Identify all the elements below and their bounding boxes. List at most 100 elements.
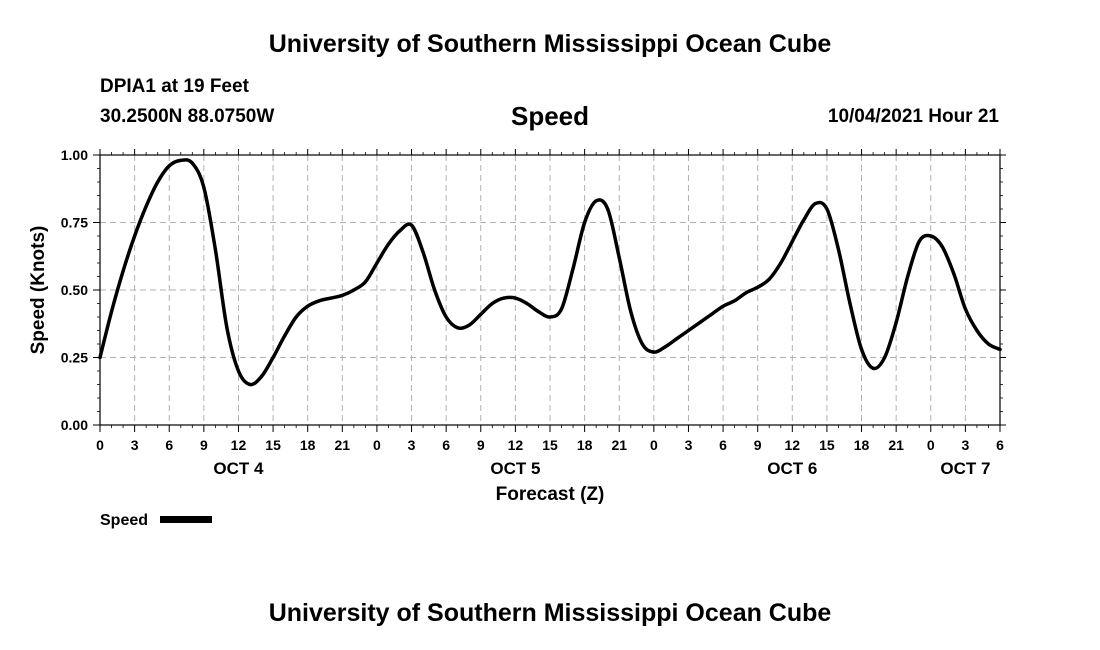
speed-data-point (248, 382, 252, 387)
x-tick-label: 21 (611, 437, 627, 453)
speed-data-point (952, 272, 956, 276)
x-tick-label: 3 (131, 437, 139, 453)
speed-data-point (813, 202, 817, 206)
location-label: 30.2500N 88.0750W (100, 106, 275, 127)
speed-data-point (721, 304, 725, 308)
speed-data-point (225, 326, 229, 330)
x-tick-label: 0 (927, 437, 935, 453)
speed-data-point (686, 328, 691, 333)
legend: Speed (100, 512, 212, 529)
speed-data-point (975, 328, 979, 333)
speed-data-point (386, 242, 391, 246)
speed-data-point (675, 337, 679, 341)
x-tick-label: 0 (650, 437, 658, 453)
x-tick-label: 15 (819, 437, 835, 453)
speed-data-point (571, 266, 575, 270)
speed-data-point (767, 277, 771, 281)
day-label: OCT 4 (213, 459, 264, 478)
speed-data-point (121, 269, 125, 273)
x-tick-label: 3 (961, 437, 969, 453)
x-tick-label: 3 (685, 437, 693, 453)
x-tick-label: 0 (96, 437, 104, 453)
speed-data-point (548, 315, 552, 319)
legend-swatch (160, 516, 212, 523)
speed-data-point (329, 296, 333, 300)
speed-data-point (363, 280, 367, 284)
speed-data-point (352, 288, 356, 292)
speed-data-point (536, 310, 541, 314)
speed-data-point (594, 199, 598, 203)
speed-data-point (294, 315, 298, 319)
speed-data-point (490, 301, 494, 306)
speed-data-point (629, 310, 633, 314)
speed-data-point (709, 312, 714, 316)
speed-data-point (652, 350, 656, 354)
speed-data-point (663, 345, 667, 349)
speed-data-point (606, 207, 610, 211)
speed-data-point (698, 320, 702, 324)
speed-data-point (802, 218, 806, 222)
speed-data-point (883, 355, 887, 360)
plot-title: Speed (510, 101, 590, 131)
y-tick-label: 0.50 (61, 282, 88, 298)
speed-data-point (790, 239, 794, 243)
speed-data-point (733, 299, 737, 303)
speed-data-point (213, 247, 217, 252)
x-tick-label: 6 (719, 437, 727, 453)
speed-data-point (398, 229, 402, 233)
speed-data-point (190, 161, 194, 165)
axis-labels: 0 3 6 9 12 15 18 21 0 3 6 9 12 15 18 21 0 3 6 9 12 15 18 21 0 3 6 0… (28, 147, 1004, 505)
speed-data-point (744, 291, 748, 295)
speed-data-point (179, 158, 183, 162)
speed-data-point (467, 323, 471, 327)
x-tick-label: 18 (854, 437, 870, 453)
speed-data-point (559, 307, 564, 311)
y-axis-title: Speed (Knots) (28, 226, 49, 355)
y-tick-label: 0.75 (61, 215, 88, 231)
speed-data-point (848, 301, 852, 306)
x-tick-label: 6 (165, 437, 173, 453)
speed-data-point (502, 296, 506, 300)
speed-data-point (998, 347, 1002, 351)
speed-data-point (306, 304, 310, 308)
speed-data-point (479, 312, 483, 316)
speed-data-point (986, 342, 991, 346)
x-tick-label: 9 (477, 437, 485, 453)
speed-data-point (640, 342, 644, 346)
speed-data-point (963, 307, 967, 311)
speed-data-point (259, 374, 264, 378)
y-tick-label: 0.00 (61, 417, 88, 433)
speed-data-point (271, 355, 275, 360)
speed-data-point (871, 366, 875, 370)
speed-data-point (202, 185, 206, 189)
legend-label: Speed (100, 512, 148, 529)
speed-data-point (340, 293, 344, 297)
footer-title: University of Southern Mississippi Ocean… (268, 599, 832, 627)
day-label: OCT 6 (767, 459, 817, 478)
speed-data-point (836, 247, 841, 252)
speed-data-point (109, 310, 114, 314)
y-tick-label: 0.25 (61, 350, 88, 366)
x-tick-label: 9 (754, 437, 762, 453)
speed-data-point (236, 369, 241, 373)
speed-data-point (98, 355, 102, 360)
speed-data-point (756, 285, 760, 289)
day-label: OCT 7 (940, 459, 990, 478)
speed-data-point (917, 239, 921, 243)
page-title: University of Southern Mississippi Ocean… (268, 30, 832, 58)
speed-data-point (513, 296, 517, 300)
day-label: OCT 5 (490, 459, 540, 478)
x-axis-title: Forecast (Z) (496, 484, 605, 505)
x-tick-label: 0 (373, 437, 381, 453)
speed-data-point (421, 250, 425, 254)
x-tick-label: 9 (200, 437, 208, 453)
speed-data-point (525, 301, 529, 306)
x-tick-label: 6 (442, 437, 450, 453)
speed-data-point (859, 347, 864, 351)
speed-data-point (779, 261, 783, 265)
speed-data-point (617, 256, 621, 260)
series-layer (98, 158, 1002, 387)
x-tick-label: 18 (300, 437, 316, 453)
speed-data-point (156, 180, 160, 184)
